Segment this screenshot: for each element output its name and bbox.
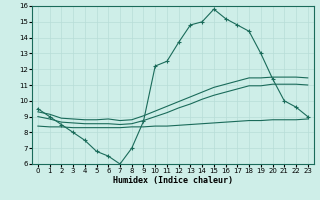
X-axis label: Humidex (Indice chaleur): Humidex (Indice chaleur)	[113, 176, 233, 185]
